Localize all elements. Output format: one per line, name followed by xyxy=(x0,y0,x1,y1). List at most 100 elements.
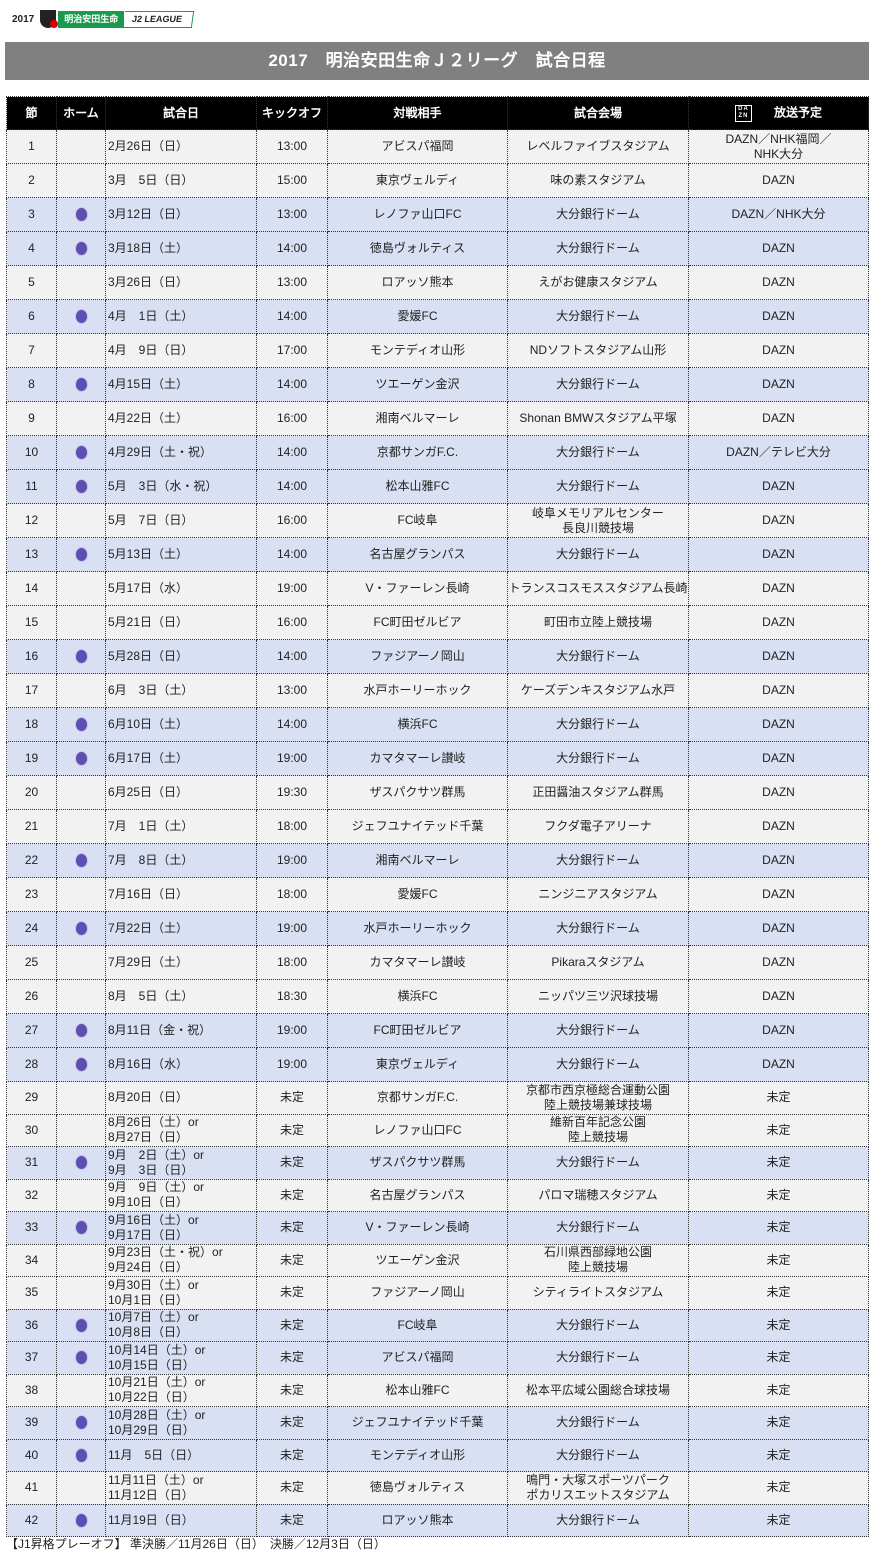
cell-line: Pikaraスタジアム xyxy=(551,955,645,969)
cell-line: DAZN xyxy=(762,173,795,187)
opponent-cell: V・ファーレン長崎 xyxy=(327,571,508,606)
venue-cell: Pikaraスタジアム xyxy=(507,945,689,980)
cell-line: 陸上競技場 xyxy=(567,1260,628,1275)
broadcast-cell: DAZN xyxy=(688,1013,869,1048)
home-team-emblem-icon xyxy=(74,1512,88,1528)
broadcast-cell: DAZN xyxy=(688,299,869,334)
date-cell: 10月28日（土）or 10月29日（日） xyxy=(105,1406,257,1440)
cell-line: DAZN xyxy=(762,683,795,697)
venue-cell: 岐阜メモリアルセンター 長良川競技場 xyxy=(507,503,689,538)
cell-line: 大分銀行ドーム xyxy=(556,207,640,221)
broadcast-cell: 未定 xyxy=(688,1113,869,1147)
venue-cell: 大分銀行ドーム xyxy=(507,1308,689,1342)
round-cell: 23 xyxy=(6,877,57,912)
date-cell: 4月 9日（日） xyxy=(105,333,257,368)
date-cell: 9月23日（土・祝）or 9月24日（日） xyxy=(105,1243,257,1277)
cell-line: 未定 xyxy=(766,1122,791,1137)
round-cell: 20 xyxy=(6,775,57,810)
schedule-table: 節 ホーム 試合日 キックオフ 対戦相手 試合会場 DA ZN 放送予定 1 2月26… xyxy=(6,96,869,1537)
cell-line: 未定 xyxy=(766,1285,791,1300)
table-row: 1 2月26日（日） 13:00 アビスパ福岡 レベルファイブスタジアム DAZN／NHK… xyxy=(6,129,869,164)
venue-cell: 大分銀行ドーム xyxy=(507,639,689,674)
cell-line: 4月 1日（土） xyxy=(108,309,194,323)
cell-line: 大分銀行ドーム xyxy=(556,1512,640,1527)
home-cell xyxy=(56,809,106,844)
cell-line: 大分銀行ドーム xyxy=(556,1220,640,1235)
table-row: 39 10月28日（土）or 10月29日（日） 未定 ジェフユナイテッド千葉 大分銀行ド… xyxy=(6,1406,869,1440)
cell-line: DAZN／NHK大分 xyxy=(731,207,826,221)
broadcast-cell: DAZN xyxy=(688,571,869,606)
date-cell: 8月11日（金・祝） xyxy=(105,1013,257,1048)
broadcast-cell: 未定 xyxy=(688,1308,869,1342)
cell-line: 京都市西京極総合運動公園 xyxy=(525,1082,670,1097)
broadcast-cell: DAZN xyxy=(688,469,869,504)
cell-line: DAZN xyxy=(762,785,795,799)
venue-cell: ケーズデンキスタジアム水戸 xyxy=(507,673,689,708)
kickoff-cell: 14:00 xyxy=(256,231,328,266)
table-row: 14 5月17日（水） 19:00 V・ファーレン長崎 トランスコスモススタジアム長崎 D… xyxy=(6,571,869,606)
round-cell: 15 xyxy=(6,605,57,640)
table-row: 36 10月7日（土）or 10月8日（日） 未定 FC岐阜 大分銀行ドーム 未定 xyxy=(6,1308,869,1342)
opponent-cell: レノファ山口FC xyxy=(327,197,508,232)
date-cell: 8月 5日（土） xyxy=(105,979,257,1014)
page-title: 2017 明治安田生命Ｊ２リーグ 試合日程 xyxy=(5,42,869,80)
home-cell xyxy=(56,673,106,708)
broadcast-cell: 未定 xyxy=(688,1276,869,1310)
kickoff-cell: 19:00 xyxy=(256,843,328,878)
cell-line: 未定 xyxy=(766,1382,791,1397)
header-round: 節 xyxy=(6,96,57,130)
cell-line: NHK大分 xyxy=(753,146,804,161)
broadcast-cell: 未定 xyxy=(688,1243,869,1277)
date-cell: 4月22日（土） xyxy=(105,401,257,436)
round-cell: 28 xyxy=(6,1047,57,1082)
home-cell xyxy=(56,707,106,742)
cell-line: DAZN xyxy=(762,241,795,255)
table-row: 40 11月 5日（日） 未定 モンテディオ山形 大分銀行ドーム 未定 xyxy=(6,1438,869,1472)
kickoff-cell: 16:00 xyxy=(256,605,328,640)
opponent-cell: 松本山雅FC xyxy=(327,469,508,504)
home-cell xyxy=(56,911,106,946)
date-cell: 3月18日（土） xyxy=(105,231,257,266)
cell-line: 5月 3日（水・祝） xyxy=(108,479,218,493)
opponent-cell: 湘南ベルマーレ xyxy=(327,843,508,878)
table-row: 15 5月21日（日） 16:00 FC町田ゼルビア 町田市立陸上競技場 DAZN xyxy=(6,605,869,640)
kickoff-cell: 14:00 xyxy=(256,707,328,742)
cell-line: DAZN xyxy=(762,887,795,901)
venue-cell: 大分銀行ドーム xyxy=(507,197,689,232)
table-row: 37 10月14日（土）or 10月15日（日） 未定 アビスパ福岡 大分銀行ドーム 未定 xyxy=(6,1341,869,1375)
kickoff-cell: 未定 xyxy=(256,1406,328,1440)
cell-line: ニンジニアスタジアム xyxy=(538,887,658,901)
date-cell: 4月 1日（土） xyxy=(105,299,257,334)
round-cell: 29 xyxy=(6,1081,57,1115)
table-row: 35 9月30日（土）or 10月1日（日） 未定 ファジアーノ岡山 シティライトスタジア… xyxy=(6,1276,869,1310)
venue-cell: パロマ瑞穂スタジアム xyxy=(507,1178,689,1212)
cell-line: 未定 xyxy=(766,1090,791,1105)
round-cell: 10 xyxy=(6,435,57,470)
cell-line: 大分銀行ドーム xyxy=(556,445,640,459)
kickoff-cell: 未定 xyxy=(256,1276,328,1310)
cell-line: DAZN xyxy=(762,581,795,595)
opponent-cell: ツエーゲン金沢 xyxy=(327,367,508,402)
kickoff-cell: 16:00 xyxy=(256,401,328,436)
table-row: 23 7月16日（日） 18:00 愛媛FC ニンジニアスタジアム DAZN xyxy=(6,877,869,912)
venue-cell: えがお健康スタジアム xyxy=(507,265,689,300)
venue-cell: ニンジニアスタジアム xyxy=(507,877,689,912)
table-row: 21 7月 1日（土） 18:00 ジェフユナイテッド千葉 フクダ電子アリーナ DAZN xyxy=(6,809,869,844)
kickoff-cell: 未定 xyxy=(256,1308,328,1342)
cell-line: 9月10日（日） xyxy=(108,1195,189,1210)
cell-line: 3月 5日（日） xyxy=(108,173,194,187)
opponent-cell: FC町田ゼルビア xyxy=(327,1013,508,1048)
cell-line: 8月20日（日） xyxy=(108,1090,189,1105)
opponent-cell: 湘南ベルマーレ xyxy=(327,401,508,436)
table-row: 26 8月 5日（土） 18:30 横浜FC ニッパツ三ツ沢球技場 DAZN xyxy=(6,979,869,1014)
kickoff-cell: 19:00 xyxy=(256,741,328,776)
round-cell: 16 xyxy=(6,639,57,674)
cell-line: 11月19日（日） xyxy=(108,1512,194,1527)
cell-line: 未定 xyxy=(766,1447,791,1462)
playoff-note: 【J1昇格プレーオフ】 準決勝／11月26日（日） 決勝／12月3日（日） xyxy=(6,1537,386,1551)
cell-line: DAZN xyxy=(762,955,795,969)
kickoff-cell: 14:00 xyxy=(256,367,328,402)
venue-cell: ニッパツ三ツ沢球技場 xyxy=(507,979,689,1014)
cell-line: 11月11日（土）or xyxy=(108,1472,204,1487)
kickoff-cell: 18:00 xyxy=(256,945,328,980)
